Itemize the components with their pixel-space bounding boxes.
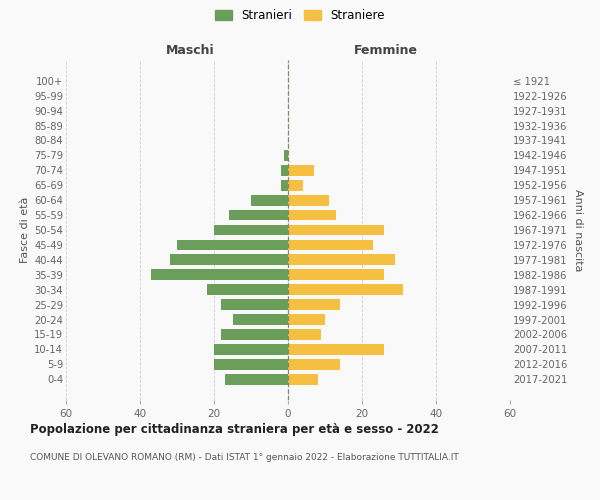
Bar — [233, 314, 288, 325]
Text: COMUNE DI OLEVANO ROMANO (RM) - Dati ISTAT 1° gennaio 2022 - Elaborazione TUTTIT: COMUNE DI OLEVANO ROMANO (RM) - Dati IST… — [30, 452, 459, 462]
Text: Maschi: Maschi — [166, 44, 215, 58]
Bar — [221, 329, 288, 340]
Bar — [288, 224, 384, 235]
Bar — [288, 344, 384, 354]
Bar — [288, 254, 395, 265]
Bar — [251, 195, 288, 205]
Text: Popolazione per cittadinanza straniera per età e sesso - 2022: Popolazione per cittadinanza straniera p… — [30, 422, 439, 436]
Bar — [170, 254, 288, 265]
Bar — [225, 374, 288, 384]
Bar — [214, 344, 288, 354]
Bar — [151, 270, 288, 280]
Bar — [288, 195, 329, 205]
Bar — [206, 284, 288, 295]
Text: Femmine: Femmine — [353, 44, 418, 58]
Bar — [288, 240, 373, 250]
Bar — [229, 210, 288, 220]
Bar — [281, 165, 288, 175]
Bar — [288, 299, 340, 310]
Bar — [281, 180, 288, 190]
Bar — [288, 165, 314, 175]
Bar — [288, 374, 317, 384]
Bar — [221, 299, 288, 310]
Bar — [214, 359, 288, 370]
Bar — [177, 240, 288, 250]
Bar — [288, 270, 384, 280]
Bar — [288, 359, 340, 370]
Bar — [288, 284, 403, 295]
Bar — [288, 180, 303, 190]
Bar — [288, 329, 322, 340]
Legend: Stranieri, Straniere: Stranieri, Straniere — [212, 6, 388, 26]
Bar — [288, 314, 325, 325]
Bar — [288, 210, 336, 220]
Y-axis label: Anni di nascita: Anni di nascita — [573, 188, 583, 271]
Bar — [284, 150, 288, 161]
Bar — [214, 224, 288, 235]
Y-axis label: Fasce di età: Fasce di età — [20, 197, 30, 263]
